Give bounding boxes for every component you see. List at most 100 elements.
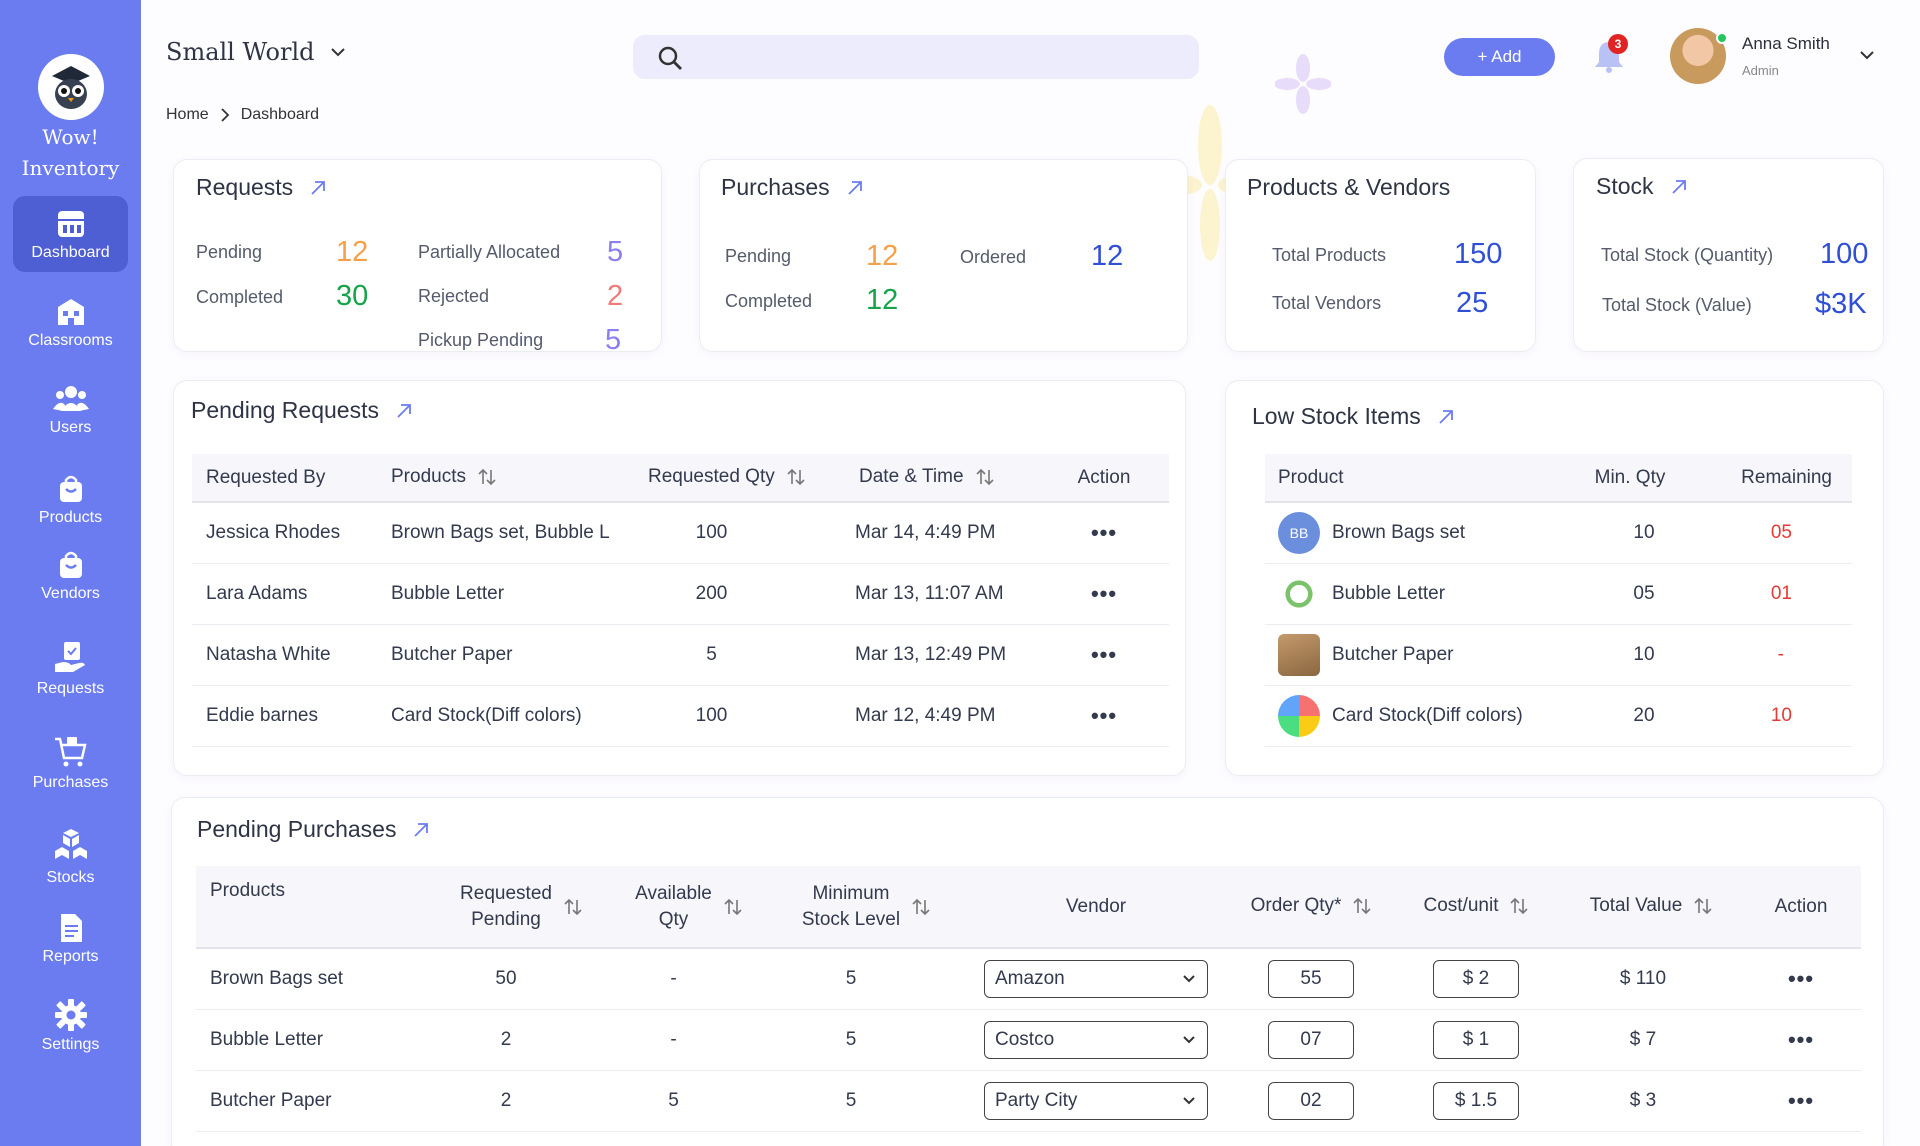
action-cell: •••	[1741, 1009, 1861, 1071]
sidebar-item-requests[interactable]: Requests	[13, 628, 128, 704]
purchases-card: Purchases Pending 12 Completed 12 Ordere…	[699, 159, 1188, 352]
order-qty-input[interactable]: 02	[1268, 1081, 1354, 1120]
notification-bell[interactable]: 3	[1592, 34, 1628, 74]
sidebar-item-purchases[interactable]: Purchases	[13, 722, 128, 798]
date-time-cell: Mar 13, 11:07 AM	[841, 563, 1039, 625]
sidebar-item-users[interactable]: Users	[13, 371, 128, 447]
more-options-icon[interactable]: •••	[1090, 641, 1118, 667]
total-stock-value-label: Total Stock (Value)	[1602, 295, 1752, 315]
sidebar-item-label: Stocks	[46, 869, 95, 886]
order-qty-input[interactable]: 07	[1268, 1020, 1354, 1059]
table-row[interactable]: Card Stock(Diff colors) 20 10	[1265, 685, 1852, 747]
table-row[interactable]: Bubble Letter 05 01	[1265, 563, 1852, 625]
min-qty-cell: 10	[1565, 624, 1695, 686]
open-link-icon[interactable]	[309, 179, 327, 197]
low-stock-card: Low Stock Items Product Min. Qty Remaini…	[1225, 380, 1884, 776]
table-row[interactable]: Lara Adams Bubble Letter 200 Mar 13, 11:…	[192, 563, 1169, 625]
open-link-icon[interactable]	[846, 179, 864, 197]
more-options-icon[interactable]: •••	[1787, 1087, 1815, 1113]
sidebar-item-classrooms[interactable]: Classrooms	[13, 284, 128, 360]
app-logo[interactable]: Wow! Inventory	[0, 54, 141, 184]
action-cell: •••	[1039, 685, 1169, 747]
cost-unit-input[interactable]: $ 2	[1433, 959, 1519, 998]
sidebar-item-settings[interactable]: Settings	[13, 986, 128, 1062]
order-qty-input[interactable]: 55	[1268, 959, 1354, 998]
more-options-icon[interactable]: •••	[1090, 580, 1118, 606]
stock-title: Stock	[1596, 173, 1654, 199]
table-row[interactable]: Eddie barnes Card Stock(Diff colors) 100…	[192, 685, 1169, 747]
table-row[interactable]: BB Brown Bags set 10 05	[1265, 502, 1852, 564]
open-link-icon[interactable]	[1670, 178, 1688, 196]
table-row[interactable]: Jessica Rhodes Brown Bags set, Bubble L …	[192, 502, 1169, 564]
requests-card: Requests Pending 12 Completed 30 Partial…	[173, 159, 662, 356]
pending-label: Pending	[196, 242, 263, 262]
open-link-icon[interactable]	[412, 821, 430, 839]
sidebar-item-products[interactable]: Products	[13, 461, 128, 537]
vendor-selected-value: Party City	[995, 1089, 1078, 1111]
search-input[interactable]	[633, 35, 1199, 79]
pickup-pending-value: 5	[605, 324, 622, 356]
column-header-minimum-stock[interactable]: Minimum Stock Level	[771, 866, 961, 949]
requests-title: Requests	[196, 174, 294, 200]
user-role: Admin	[1742, 63, 1779, 78]
add-button[interactable]: + Add	[1444, 38, 1555, 76]
vendor-select[interactable]: Amazon	[984, 959, 1208, 998]
table-row[interactable]: Brown Bags set 50 - 5 Amazon 55 $ 2 $ 11…	[196, 948, 1861, 1010]
chevron-down-icon[interactable]	[1858, 46, 1876, 64]
total-vendors-label: Total Vendors	[1272, 293, 1382, 313]
column-header-action: Action	[1039, 454, 1169, 503]
card-title: Low Stock Items	[1252, 403, 1455, 430]
vendor-select[interactable]: Costco	[984, 1020, 1208, 1059]
action-cell: •••	[1741, 1070, 1861, 1132]
column-header-available-qty[interactable]: Available Qty	[606, 866, 771, 949]
column-header-requested-qty[interactable]: Requested Qty	[626, 454, 841, 503]
more-options-icon[interactable]: •••	[1090, 519, 1118, 545]
sort-icon	[1694, 898, 1712, 915]
requested-by-cell: Eddie barnes	[192, 685, 391, 747]
user-name[interactable]: Anna Smith	[1742, 34, 1830, 53]
card-title: Requests	[196, 174, 327, 201]
column-header-cost-unit[interactable]: Cost/unit	[1391, 866, 1561, 949]
column-header-order-qty[interactable]: Order Qty*	[1231, 866, 1391, 949]
date-time-cell: Mar 12, 4:49 PM	[841, 685, 1039, 747]
low-stock-title: Low Stock Items	[1252, 403, 1421, 429]
sidebar-item-stocks[interactable]: Stocks	[13, 815, 128, 891]
table-row[interactable]: Bubble Letter 2 - 5 Costco 07 $ 1 $ 7 ••…	[196, 1009, 1861, 1071]
vendor-select[interactable]: Party City	[984, 1081, 1208, 1120]
sidebar-item-vendors[interactable]: Vendors	[13, 537, 128, 613]
breadcrumb: Home Dashboard	[166, 106, 319, 124]
vendor-selected-value: Costco	[995, 1028, 1055, 1050]
org-selector[interactable]: Small World	[166, 38, 347, 66]
sort-icon	[1510, 898, 1529, 915]
more-options-icon[interactable]: •••	[1090, 702, 1118, 728]
sidebar-item-label: Classrooms	[28, 332, 113, 349]
total-stock-qty-value: 100	[1820, 238, 1869, 270]
table-row[interactable]: Butcher Paper 10 -	[1265, 624, 1852, 686]
column-header-total-value[interactable]: Total Value	[1561, 866, 1741, 949]
table-row[interactable]: Natasha White Butcher Paper 5 Mar 13, 12…	[192, 624, 1169, 686]
open-link-icon[interactable]	[1437, 408, 1455, 426]
order-qty-cell: 55	[1231, 948, 1391, 1010]
cost-unit-input[interactable]: $ 1	[1433, 1020, 1519, 1059]
column-header-label: Minimum	[812, 882, 890, 904]
users-icon	[52, 386, 89, 411]
column-header-products[interactable]: Products	[391, 454, 626, 503]
cost-unit-input[interactable]: $ 1.5	[1433, 1081, 1519, 1120]
table-row[interactable]: Butcher Paper 2 5 5 Party City 02 $ 1.5 …	[196, 1070, 1861, 1132]
column-header-requested-pending[interactable]: Requested Pending	[436, 866, 606, 949]
rejected-label: Rejected	[418, 286, 490, 306]
classroom-icon	[57, 299, 84, 325]
dashboard-icon	[57, 211, 84, 237]
sidebar-item-dashboard[interactable]: Dashboard	[13, 196, 128, 272]
sidebar-item-reports[interactable]: Reports	[13, 900, 128, 976]
products-cell: Butcher Paper	[391, 624, 626, 686]
ordered-value: 12	[1091, 240, 1124, 272]
more-options-icon[interactable]: •••	[1787, 965, 1815, 991]
min-qty-cell: 10	[1565, 502, 1695, 564]
breadcrumb-home[interactable]: Home	[166, 106, 209, 123]
product-name: Butcher Paper	[1332, 643, 1454, 665]
sort-icon	[912, 898, 930, 915]
more-options-icon[interactable]: •••	[1787, 1026, 1815, 1052]
column-header-date-time[interactable]: Date & Time	[841, 454, 1039, 503]
open-link-icon[interactable]	[395, 402, 413, 420]
